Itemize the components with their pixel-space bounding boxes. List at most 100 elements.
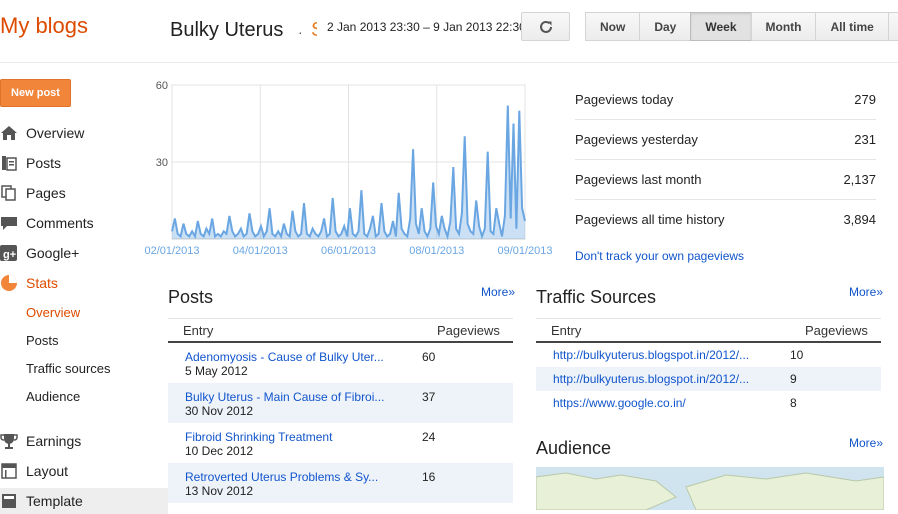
x-tick-label: 06/01/2013 (321, 245, 376, 257)
range-now-button[interactable]: Now (585, 12, 641, 41)
source-link[interactable]: http://bulkyuterus.blogspot.in/2012/... (553, 372, 750, 386)
x-tick-label: 08/01/2013 (409, 245, 464, 257)
posts-table: Entry Pageviews Adenomyosis - Cause of B… (168, 318, 513, 503)
stat-row-yesterday: Pageviews yesterday 231 (575, 119, 876, 160)
source-views: 9 (790, 372, 797, 386)
trophy-icon (0, 432, 18, 450)
post-date: 30 Nov 2012 (185, 404, 254, 418)
pages-icon (0, 184, 18, 202)
title-separator: · (298, 24, 303, 40)
blog-title[interactable]: Bulky Uterus (170, 19, 284, 41)
x-tick-label: 04/01/2013 (233, 245, 288, 257)
col-entry: Entry (551, 322, 582, 338)
post-views: 24 (422, 430, 436, 444)
stat-row-today: Pageviews today 279 (575, 79, 876, 120)
dont-track-link[interactable]: Don't track your own pageviews (575, 249, 745, 263)
sidebar-item-earnings[interactable]: Earnings (0, 428, 168, 454)
stats-sub-overview[interactable]: Overview (26, 305, 81, 320)
source-views: 10 (790, 348, 804, 362)
stat-value: 231 (854, 131, 876, 147)
google-plus-icon: g+ (0, 244, 18, 262)
my-blogs-link[interactable]: My blogs (0, 13, 89, 38)
sidebar-item-label: Comments (26, 215, 94, 231)
svg-text:g+: g+ (3, 249, 16, 261)
post-date: 13 Nov 2012 (185, 484, 254, 498)
traffic-panel-title: Traffic Sources (536, 287, 657, 307)
audience-panel-title: Audience (536, 438, 612, 458)
sidebar-item-google-plus[interactable]: g+ Google+ (0, 240, 168, 266)
post-link[interactable]: Bulky Uterus - Main Cause of Fibroi... (185, 390, 385, 404)
y-tick-label: 60 (156, 80, 168, 92)
table-row: http://bulkyuterus.blogspot.in/2012/... … (536, 343, 881, 367)
sidebar-item-label: Pages (26, 185, 66, 201)
sidebar-item-label: Overview (26, 125, 85, 141)
post-views: 37 (422, 390, 436, 404)
posts-icon (0, 154, 18, 172)
traffic-more-link[interactable]: More» (849, 285, 884, 299)
posts-more-link[interactable]: More» (481, 285, 516, 299)
table-row: Fibroid Shrinking Treatment 10 Dec 2012 … (168, 423, 513, 463)
col-pageviews: Pageviews (437, 322, 500, 338)
stat-label: Pageviews yesterday (575, 131, 698, 147)
range-week-button[interactable]: Week (690, 12, 752, 41)
range-selector: Now Day Week Month All time (585, 12, 889, 41)
post-link[interactable]: Adenomyosis - Cause of Bulky Uter... (185, 350, 384, 364)
chart-series-line (171, 105, 526, 241)
stat-value: 3,894 (843, 211, 876, 227)
stats-pie-icon (0, 274, 18, 292)
stat-row-all-time: Pageviews all time history 3,894 (575, 199, 876, 239)
source-link[interactable]: https://www.google.co.in/ (553, 396, 686, 410)
audience-world-map (536, 467, 884, 510)
stats-sub-posts[interactable]: Posts (26, 333, 59, 348)
table-header: Entry Pageviews (536, 319, 881, 343)
table-row: Retroverted Uterus Problems & Sy... 13 N… (168, 463, 513, 503)
sidebar-item-label: Stats (26, 275, 58, 291)
range-alltime-button[interactable]: All time (815, 12, 889, 41)
sidebar-item-overview[interactable]: Overview (0, 120, 168, 146)
header-divider (0, 62, 898, 63)
source-views: 8 (790, 396, 797, 410)
post-link[interactable]: Retroverted Uterus Problems & Sy... (185, 470, 379, 484)
range-day-button[interactable]: Day (639, 12, 692, 41)
sidebar-item-comments[interactable]: Comments (0, 210, 168, 236)
table-header: Entry Pageviews (168, 319, 513, 343)
stat-value: 2,137 (843, 171, 876, 187)
stats-sub-audience[interactable]: Audience (26, 389, 81, 404)
col-pageviews: Pageviews (805, 322, 868, 338)
posts-panel-title: Posts (168, 287, 214, 307)
sidebar-item-label: Google+ (26, 245, 80, 261)
range-month-button[interactable]: Month (750, 12, 817, 41)
table-row: https://www.google.co.in/ 8 (536, 391, 881, 415)
sidebar-item-stats[interactable]: Stats (0, 270, 168, 296)
post-date: 10 Dec 2012 (185, 444, 254, 458)
sidebar-item-layout[interactable]: Layout (0, 458, 168, 484)
sidebar-item-label: Earnings (26, 433, 82, 449)
view-blog-link-cut[interactable]: S (311, 19, 317, 42)
pageviews-chart: 30 60 02/01/2013 04/01/2013 06/01/2013 08/01/… (144, 80, 552, 257)
sidebar-item-pages[interactable]: Pages (0, 180, 168, 206)
sidebar-item-template[interactable]: Template (0, 488, 168, 514)
template-icon (0, 492, 18, 510)
stat-row-last-month: Pageviews last month 2,137 (575, 159, 876, 200)
stat-label: Pageviews today (575, 91, 674, 107)
stats-sub-traffic-sources[interactable]: Traffic sources (26, 361, 111, 376)
sidebar-item-label: Template (26, 493, 83, 509)
date-range: 2 Jan 2013 23:30 – 9 Jan 2013 22:30 (327, 20, 526, 34)
extra-button[interactable] (888, 12, 898, 41)
new-post-button[interactable]: New post (0, 79, 71, 107)
sidebar-item-posts[interactable]: Posts (0, 150, 168, 176)
stat-label: Pageviews all time history (575, 211, 725, 227)
table-row: Bulky Uterus - Main Cause of Fibroi... 3… (168, 383, 513, 423)
refresh-button[interactable] (521, 12, 570, 41)
layout-icon (0, 462, 18, 480)
audience-more-link[interactable]: More» (849, 436, 884, 450)
comments-icon (0, 214, 18, 232)
post-link[interactable]: Fibroid Shrinking Treatment (185, 430, 333, 444)
post-views: 60 (422, 350, 436, 364)
source-link[interactable]: http://bulkyuterus.blogspot.in/2012/... (553, 348, 750, 362)
post-views: 16 (422, 470, 436, 484)
table-row: Adenomyosis - Cause of Bulky Uter... 5 M… (168, 343, 513, 383)
traffic-table: Entry Pageviews http://bulkyuterus.blogs… (536, 318, 881, 415)
table-row: http://bulkyuterus.blogspot.in/2012/... … (536, 367, 881, 391)
sidebar-item-label: Posts (26, 155, 62, 171)
